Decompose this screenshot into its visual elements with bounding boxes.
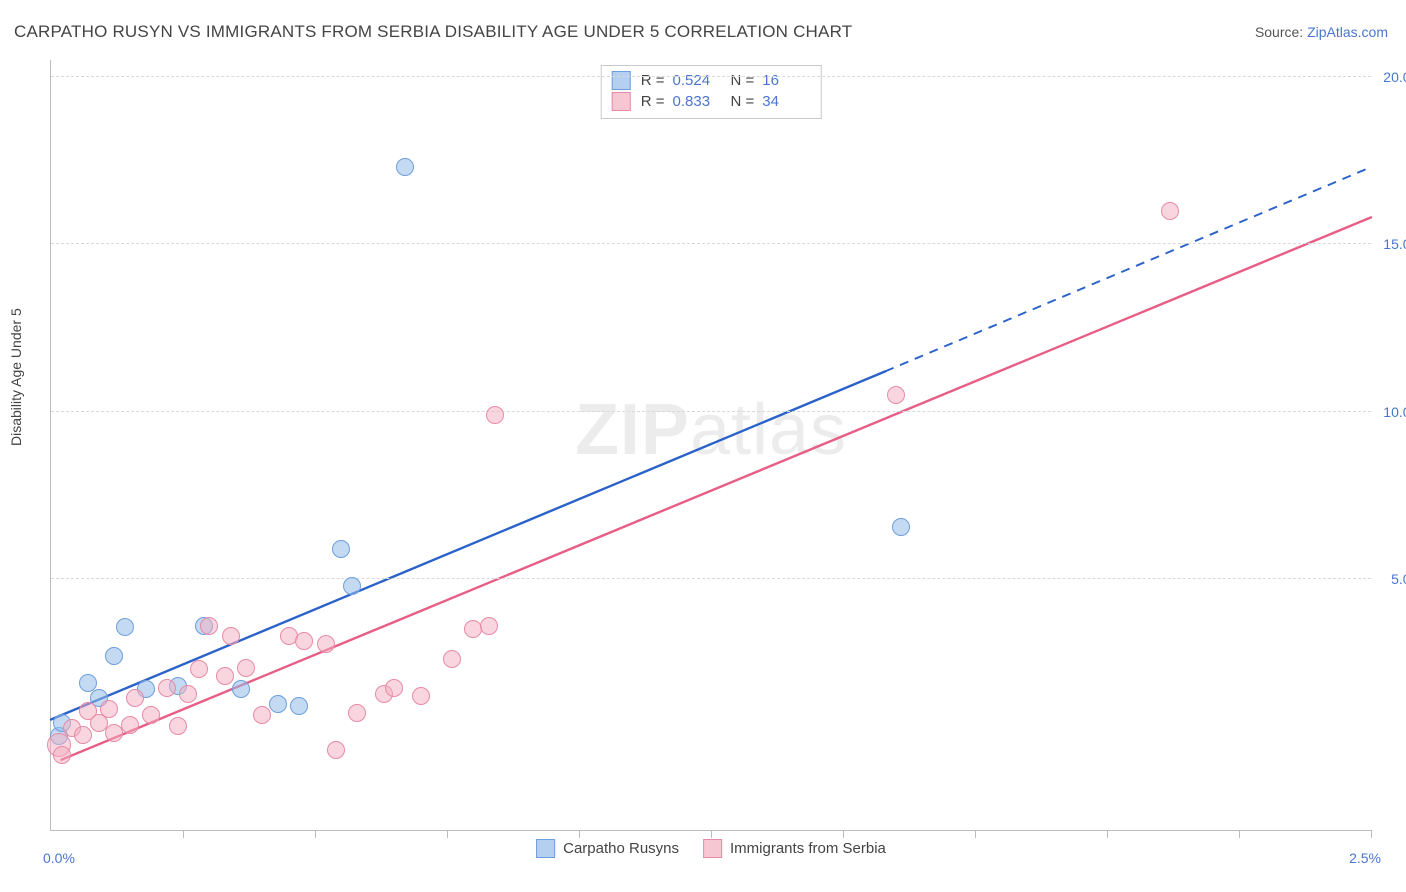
scatter-point-blue	[290, 697, 308, 715]
scatter-point-pink	[1161, 202, 1179, 220]
legend-label-blue: Carpatho Rusyns	[563, 840, 679, 857]
scatter-point-pink	[327, 741, 345, 759]
x-tick	[711, 830, 712, 838]
scatter-point-pink	[121, 716, 139, 734]
scatter-point-pink	[480, 617, 498, 635]
scatter-point-pink	[169, 717, 187, 735]
scatter-point-pink	[348, 704, 366, 722]
scatter-point-blue	[105, 647, 123, 665]
x-axis-end-label: 2.5%	[1349, 850, 1381, 866]
legend-bottom: Carpatho Rusyns Immigrants from Serbia	[536, 839, 886, 858]
scatter-point-blue	[396, 158, 414, 176]
scatter-point-pink	[317, 635, 335, 653]
x-tick	[183, 830, 184, 838]
y-axis-title: Disability Age Under 5	[8, 308, 24, 446]
scatter-point-pink	[216, 667, 234, 685]
scatter-point-pink	[142, 706, 160, 724]
scatter-point-pink	[385, 679, 403, 697]
trend-line-pink	[62, 217, 1371, 759]
x-tick	[1107, 830, 1108, 838]
gridline-h	[51, 243, 1371, 244]
plot-area: ZIPatlas R = 0.524 N = 16 R = 0.833 N = …	[50, 60, 1371, 831]
scatter-point-blue	[892, 518, 910, 536]
legend-item-pink: Immigrants from Serbia	[703, 839, 886, 858]
legend-label-pink: Immigrants from Serbia	[730, 840, 886, 857]
y-tick-label: 5.0%	[1391, 571, 1406, 587]
source-attribution: Source: ZipAtlas.com	[1255, 24, 1388, 40]
x-tick	[975, 830, 976, 838]
x-tick	[843, 830, 844, 838]
chart-container: CARPATHO RUSYN VS IMMIGRANTS FROM SERBIA…	[0, 0, 1406, 892]
x-tick	[1239, 830, 1240, 838]
x-tick	[447, 830, 448, 838]
scatter-point-pink	[222, 627, 240, 645]
x-axis-origin-label: 0.0%	[43, 850, 75, 866]
y-tick-label: 20.0%	[1383, 69, 1406, 85]
swatch-blue	[536, 839, 555, 858]
scatter-point-pink	[295, 632, 313, 650]
source-label: Source:	[1255, 24, 1307, 40]
scatter-point-pink	[443, 650, 461, 668]
x-tick	[315, 830, 316, 838]
chart-title: CARPATHO RUSYN VS IMMIGRANTS FROM SERBIA…	[14, 22, 852, 42]
x-tick	[579, 830, 580, 838]
scatter-point-pink	[179, 685, 197, 703]
scatter-point-pink	[253, 706, 271, 724]
scatter-point-blue	[232, 680, 250, 698]
scatter-point-pink	[100, 700, 118, 718]
x-tick	[1371, 830, 1372, 838]
scatter-point-blue	[332, 540, 350, 558]
swatch-pink	[703, 839, 722, 858]
scatter-point-pink	[200, 617, 218, 635]
y-tick-label: 10.0%	[1383, 404, 1406, 420]
y-tick-label: 15.0%	[1383, 236, 1406, 252]
scatter-point-pink	[53, 746, 71, 764]
scatter-point-pink	[74, 726, 92, 744]
scatter-point-pink	[237, 659, 255, 677]
source-value: ZipAtlas.com	[1307, 24, 1388, 40]
trend-lines-svg	[51, 60, 1371, 830]
scatter-point-pink	[887, 386, 905, 404]
gridline-h	[51, 76, 1371, 77]
scatter-point-blue	[269, 695, 287, 713]
scatter-point-blue	[116, 618, 134, 636]
scatter-point-blue	[343, 577, 361, 595]
trend-line-blue-extrapolated	[885, 167, 1371, 371]
scatter-point-pink	[190, 660, 208, 678]
scatter-point-pink	[486, 406, 504, 424]
scatter-point-pink	[412, 687, 430, 705]
gridline-h	[51, 578, 1371, 579]
trend-line-blue	[51, 371, 885, 719]
gridline-h	[51, 411, 1371, 412]
legend-item-blue: Carpatho Rusyns	[536, 839, 679, 858]
scatter-point-pink	[126, 689, 144, 707]
scatter-point-pink	[158, 679, 176, 697]
